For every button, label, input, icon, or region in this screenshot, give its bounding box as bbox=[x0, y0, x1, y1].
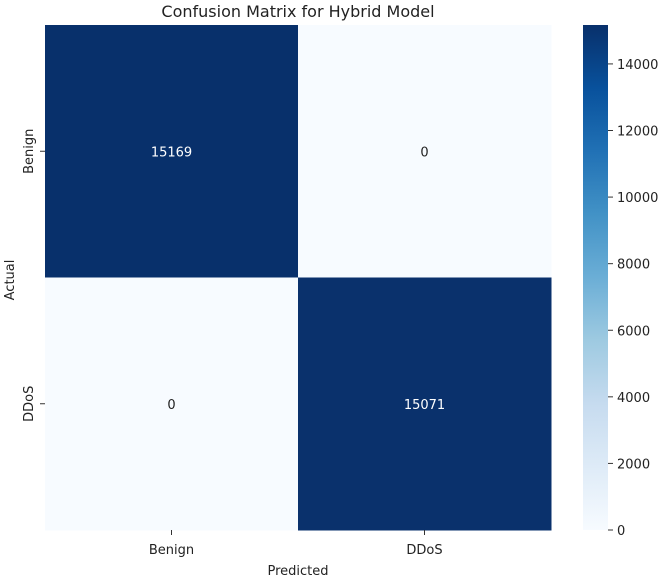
x-tick-label: DDoS bbox=[406, 543, 442, 558]
colorbar-gradient bbox=[583, 25, 608, 530]
y-axis-ticks: Benign DDoS bbox=[22, 129, 45, 422]
y-tick-label: Benign bbox=[22, 129, 37, 174]
colorbar-tick-label: 2000 bbox=[617, 457, 650, 472]
colorbar-tick-label: 6000 bbox=[617, 324, 650, 339]
cell-annotations: 15169 0 0 15071 bbox=[151, 145, 445, 413]
cell-annotation: 0 bbox=[420, 145, 428, 160]
colorbar-tick-label: 8000 bbox=[617, 258, 650, 273]
colorbar-tick-label: 12000 bbox=[617, 125, 658, 140]
colorbar-ticks: 0 2000 4000 6000 8000 10000 12000 14000 bbox=[608, 58, 658, 539]
x-axis-label: Predicted bbox=[267, 564, 328, 577]
y-tick-label: DDoS bbox=[22, 386, 37, 422]
colorbar-tick-label: 14000 bbox=[617, 58, 658, 73]
heatmap-cells bbox=[45, 25, 552, 531]
heatmap-cell bbox=[45, 25, 299, 278]
cell-annotation: 0 bbox=[167, 398, 175, 413]
colorbar: 0 2000 4000 6000 8000 10000 12000 14000 bbox=[583, 25, 658, 539]
colorbar-tick-label: 0 bbox=[617, 524, 625, 539]
x-tick-label: Benign bbox=[149, 543, 194, 558]
colorbar-tick-label: 4000 bbox=[617, 391, 650, 406]
chart-title: Confusion Matrix for Hybrid Model bbox=[161, 2, 434, 21]
cell-annotation: 15169 bbox=[151, 145, 192, 160]
colorbar-tick-label: 10000 bbox=[617, 191, 658, 206]
heatmap-cell bbox=[45, 277, 299, 531]
y-axis-label: Actual bbox=[3, 260, 18, 301]
x-axis-ticks: Benign DDoS bbox=[149, 530, 443, 558]
heatmap-cell bbox=[298, 277, 552, 531]
heatmap-cell bbox=[298, 25, 552, 278]
cell-annotation: 15071 bbox=[404, 398, 445, 413]
